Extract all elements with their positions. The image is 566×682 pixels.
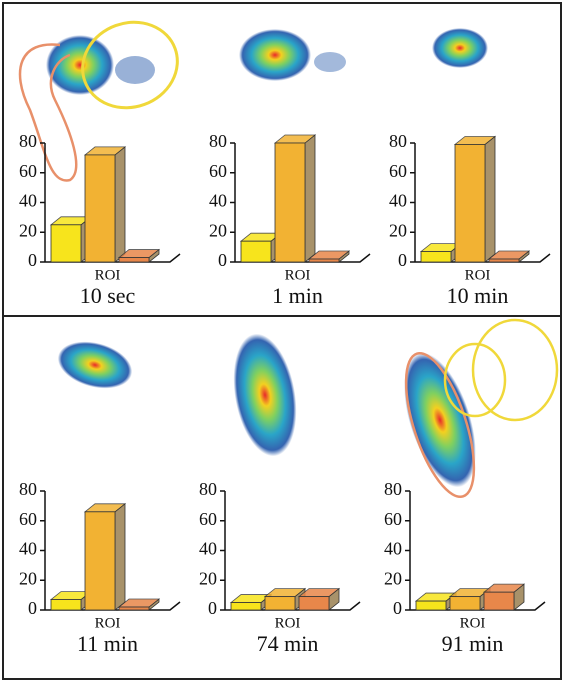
bar-front xyxy=(85,155,115,262)
bar-front xyxy=(85,512,115,610)
y-tick-label: 40 xyxy=(389,191,407,211)
bar xyxy=(484,584,524,610)
bar-side xyxy=(305,135,315,262)
bar-front xyxy=(484,592,514,610)
bar-front xyxy=(450,597,480,610)
y-tick-label: 60 xyxy=(384,509,402,529)
y-tick-label: 60 xyxy=(19,509,37,529)
y-tick-label: 20 xyxy=(19,220,37,240)
y-tick-label: 0 xyxy=(28,250,37,270)
bar-side xyxy=(485,136,495,262)
y-tick-label: 80 xyxy=(19,131,37,151)
bar xyxy=(299,589,339,610)
y-tick-label: 20 xyxy=(19,568,37,588)
y-tick-label: 20 xyxy=(199,568,217,588)
bar-front xyxy=(455,144,485,262)
x-axis-label: ROI xyxy=(275,615,301,631)
y-tick-label: 60 xyxy=(209,161,227,181)
bar xyxy=(85,504,125,610)
bar xyxy=(455,136,495,262)
y-tick-label: 20 xyxy=(389,220,407,240)
bar-front xyxy=(489,259,519,262)
y-tick-label: 40 xyxy=(384,539,402,559)
bar-front xyxy=(241,241,271,262)
bar-front xyxy=(119,607,149,610)
y-tick-label: 40 xyxy=(19,191,37,211)
bar xyxy=(85,147,125,262)
y-tick-label: 60 xyxy=(19,161,37,181)
bar-front xyxy=(51,600,81,610)
chart-title: 10 min xyxy=(447,283,509,308)
chart-title: 10 sec xyxy=(80,283,136,308)
bar-front xyxy=(51,225,81,262)
y-tick-label: 80 xyxy=(209,131,227,151)
y-tick-label: 20 xyxy=(384,568,402,588)
bar xyxy=(275,135,315,262)
chart-title: 91 min xyxy=(442,631,504,656)
bar-front xyxy=(275,143,305,262)
y-tick-label: 0 xyxy=(218,250,227,270)
y-tick-label: 0 xyxy=(28,598,37,618)
bar-front xyxy=(309,259,339,262)
chart-title: 11 min xyxy=(77,631,138,656)
y-tick-label: 80 xyxy=(19,479,37,499)
bar-front xyxy=(265,597,295,610)
x-axis-label: ROI xyxy=(465,267,491,283)
y-tick-label: 40 xyxy=(209,191,227,211)
chart-title: 74 min xyxy=(257,631,319,656)
figure: 020406080ROI10 sec020406080ROI1 min02040… xyxy=(0,0,566,682)
y-tick-label: 20 xyxy=(209,220,227,240)
bar-front xyxy=(416,601,446,610)
chart-title: 1 min xyxy=(272,283,323,308)
y-tick-label: 80 xyxy=(199,479,217,499)
y-tick-label: 40 xyxy=(199,539,217,559)
x-axis-label: ROI xyxy=(95,267,121,283)
bar-front xyxy=(119,258,149,262)
bar-side xyxy=(115,504,125,610)
x-axis-label: ROI xyxy=(460,615,486,631)
y-tick-label: 80 xyxy=(389,131,407,151)
y-tick-label: 60 xyxy=(389,161,407,181)
y-tick-label: 0 xyxy=(398,250,407,270)
bar-front xyxy=(231,603,261,610)
x-axis-label: ROI xyxy=(95,615,121,631)
y-tick-label: 80 xyxy=(384,479,402,499)
y-tick-label: 40 xyxy=(19,539,37,559)
y-tick-label: 60 xyxy=(199,509,217,529)
bar-front xyxy=(421,252,451,262)
bar-side xyxy=(115,147,125,262)
y-tick-label: 0 xyxy=(393,598,402,618)
x-axis-label: ROI xyxy=(285,267,311,283)
y-tick-label: 0 xyxy=(208,598,217,618)
bar-front xyxy=(299,597,329,610)
